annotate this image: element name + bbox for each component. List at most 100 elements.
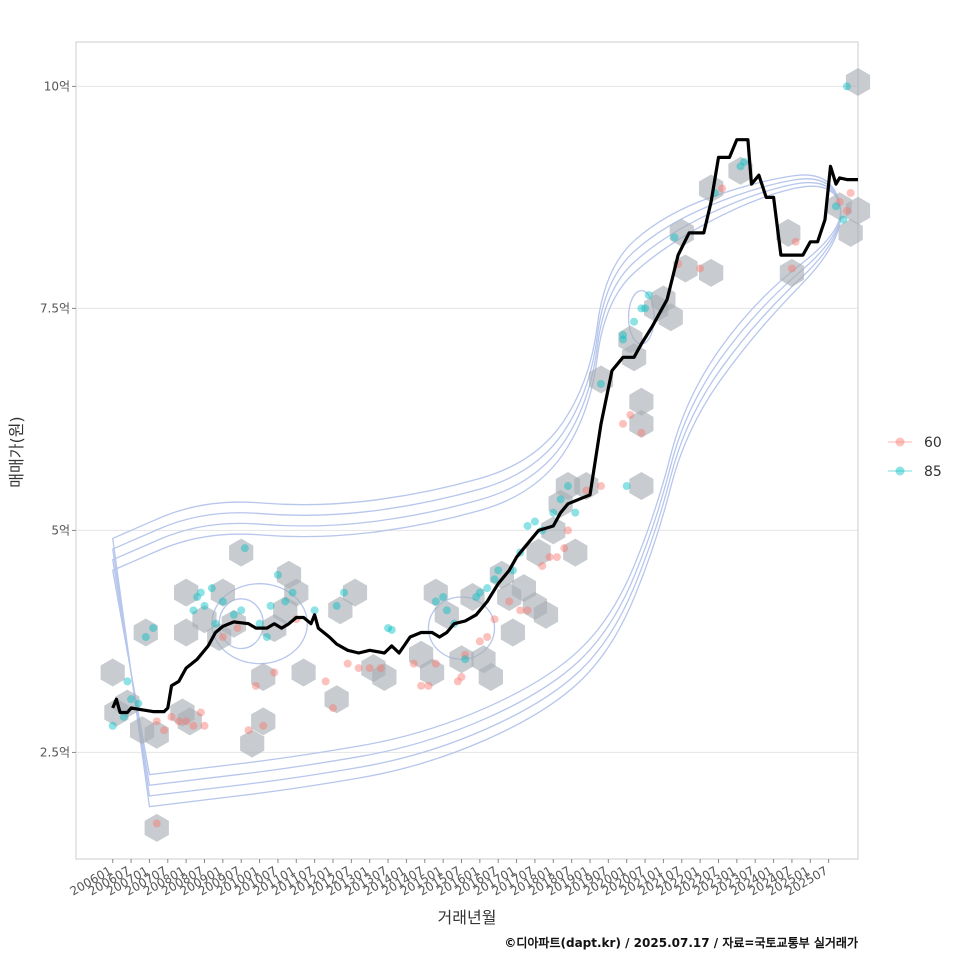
point-series-85 — [288, 588, 297, 597]
hexbin — [449, 645, 474, 674]
point-series-85 — [108, 721, 117, 730]
point-series-60 — [791, 237, 800, 246]
point-series-85 — [207, 584, 216, 593]
grid-lines — [76, 85, 858, 753]
hexbin — [658, 303, 683, 332]
hexbin — [251, 707, 276, 736]
legend-label: 85 — [924, 464, 942, 480]
hexbin — [526, 538, 551, 567]
hexbin — [838, 218, 863, 247]
hexbin — [541, 516, 566, 545]
point-series-85 — [472, 593, 481, 602]
point-series-60 — [189, 721, 198, 730]
hexbin — [533, 600, 559, 629]
hexbin — [251, 663, 276, 691]
hexbin — [104, 698, 129, 727]
hexbin — [240, 729, 265, 758]
point-series-85 — [461, 655, 470, 664]
point-series-60 — [475, 637, 484, 646]
hexbin — [221, 609, 246, 638]
point-series-60 — [545, 553, 554, 562]
point-series-85 — [211, 619, 220, 628]
hexbin — [629, 387, 654, 416]
y-tick-label: 2.5억 — [40, 745, 70, 759]
hexbin — [776, 218, 801, 247]
point-series-85 — [127, 695, 136, 704]
hexbin — [342, 578, 368, 607]
hexbin — [728, 156, 753, 185]
point-series-85 — [670, 233, 679, 242]
hexbin-layer — [100, 68, 871, 842]
point-series-60 — [167, 712, 176, 721]
hexbin — [174, 578, 199, 607]
point-series-85 — [630, 317, 639, 326]
point-series-60 — [182, 717, 191, 726]
point-series-85 — [439, 593, 448, 602]
point-series-85 — [483, 584, 492, 593]
point-series-85 — [119, 712, 128, 721]
y-tick-label: 5억 — [51, 523, 70, 537]
point-series-85 — [240, 544, 249, 553]
hexbin — [699, 174, 724, 203]
hexbin — [133, 618, 158, 647]
x-axis: 2006012006072007012007072008012008072009… — [68, 859, 830, 899]
point-series-85 — [523, 521, 532, 530]
point-series-85 — [196, 588, 205, 597]
point-series-60 — [718, 184, 727, 193]
point-series-85 — [475, 588, 484, 597]
hexbin — [779, 258, 804, 287]
hexbin — [372, 663, 397, 691]
point-series-85 — [193, 593, 202, 602]
hexbin — [284, 578, 309, 607]
point-series-85 — [831, 202, 840, 211]
point-series-85 — [310, 606, 319, 615]
point-series-60 — [354, 664, 363, 673]
hexbin — [699, 258, 724, 287]
point-series-85 — [189, 606, 198, 615]
hexbin — [673, 254, 698, 283]
hexbin — [669, 218, 694, 247]
point-series-60 — [696, 264, 705, 273]
point-series-60 — [431, 659, 440, 668]
hexbin — [489, 560, 514, 589]
point-series-85 — [556, 495, 565, 504]
point-series-60 — [538, 561, 547, 570]
point-series-60 — [259, 721, 268, 730]
point-series-60 — [787, 264, 796, 273]
point-series-85 — [431, 597, 440, 606]
point-series-60 — [846, 188, 855, 197]
hexbin — [460, 583, 485, 611]
point-series-60 — [174, 717, 183, 726]
point-series-60 — [152, 717, 161, 726]
point-series-85 — [340, 588, 349, 597]
point-series-85 — [842, 82, 851, 91]
point-series-60 — [200, 721, 209, 730]
hexbin — [177, 707, 202, 736]
point-series-85 — [123, 677, 132, 686]
hexbin — [144, 720, 169, 749]
point-series-60 — [457, 672, 466, 681]
point-series-60 — [453, 677, 462, 686]
point-series-85 — [273, 570, 282, 579]
hexbin — [144, 813, 169, 842]
point-series-85 — [839, 215, 848, 224]
point-series-60 — [563, 526, 572, 535]
hexbin — [423, 578, 448, 607]
point-series-85 — [490, 575, 499, 584]
panel-background — [75, 41, 859, 860]
hexbin — [328, 596, 353, 625]
point-series-60 — [490, 615, 499, 624]
point-series-85 — [149, 624, 158, 633]
y-axis-title: 매매가(원) — [7, 416, 26, 487]
hexbin — [100, 658, 125, 687]
point-series-60 — [409, 659, 418, 668]
point-series-60 — [842, 206, 851, 215]
point-series-85 — [266, 601, 275, 610]
point-series-60 — [582, 486, 591, 495]
point-series-85 — [494, 566, 503, 575]
hexbin — [174, 618, 199, 647]
point-series-60 — [505, 597, 514, 606]
point-series-60 — [560, 544, 569, 553]
point-series-85 — [740, 157, 749, 166]
